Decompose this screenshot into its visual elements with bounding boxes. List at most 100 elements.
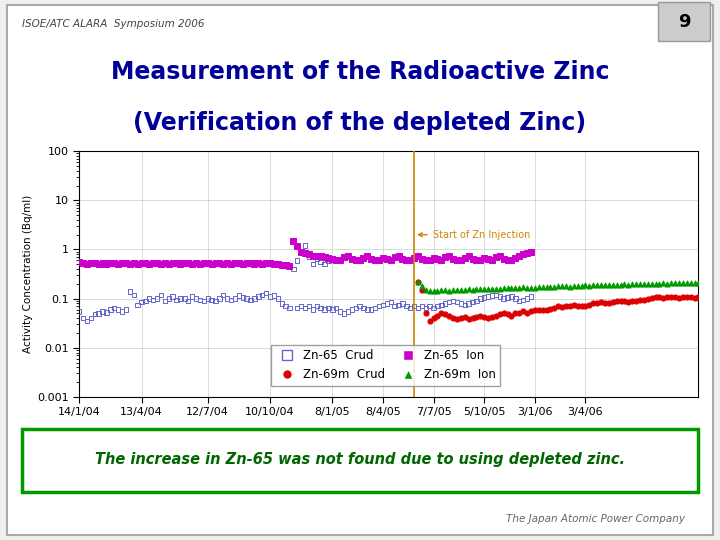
Point [459, 285, 470, 294]
Point [93, 260, 104, 268]
Text: The Japan Atomic Power Company: The Japan Atomic Power Company [506, 515, 685, 524]
Point [156, 291, 167, 299]
Point [479, 253, 490, 262]
Point [225, 260, 237, 268]
Point [85, 314, 96, 322]
Point [599, 299, 611, 308]
Point [295, 247, 307, 256]
Point [300, 248, 311, 257]
Point [222, 259, 233, 268]
Point [128, 259, 140, 268]
Point [124, 287, 135, 296]
Point [479, 313, 490, 321]
Point [276, 299, 287, 308]
Point [280, 302, 292, 310]
Point [408, 302, 420, 310]
Point [564, 282, 576, 291]
Point [148, 259, 159, 267]
Point [248, 260, 260, 268]
Point [447, 286, 459, 294]
Point [432, 286, 444, 295]
Point [385, 255, 397, 264]
Point [455, 314, 467, 322]
Point [626, 280, 638, 289]
Point [634, 296, 646, 305]
Point [685, 293, 696, 301]
Point [77, 259, 89, 268]
Point [366, 305, 377, 314]
Point [354, 302, 365, 310]
Point [486, 291, 498, 300]
Point [436, 286, 447, 294]
Point [175, 260, 186, 268]
Point [615, 280, 626, 289]
Point [346, 305, 358, 314]
Point [377, 253, 389, 262]
Point [268, 260, 279, 268]
Point [116, 259, 127, 267]
Point [549, 303, 560, 312]
Point [611, 281, 622, 289]
Point [447, 254, 459, 263]
Point [474, 312, 486, 320]
Point [525, 284, 536, 292]
Point [603, 299, 615, 307]
Point [424, 316, 436, 325]
Point [564, 301, 576, 310]
Point [681, 279, 693, 288]
Point [607, 281, 618, 289]
Point [544, 305, 556, 313]
Point [327, 254, 338, 263]
Point [342, 307, 354, 316]
Text: ISOE/ATC ALARA  Symposium 2006: ISOE/ATC ALARA Symposium 2006 [22, 19, 204, 29]
Point [673, 293, 685, 302]
Point [136, 259, 148, 267]
Point [303, 253, 315, 261]
Point [156, 260, 167, 268]
Point [428, 303, 439, 312]
Point [615, 296, 626, 305]
Point [194, 295, 206, 304]
Point [151, 294, 163, 303]
Point [96, 259, 108, 268]
Point [529, 306, 541, 315]
Point [389, 302, 400, 310]
Point [210, 296, 221, 305]
Point [307, 260, 319, 268]
Point [603, 281, 615, 290]
Point [256, 260, 268, 268]
Point [73, 307, 85, 316]
Point [217, 291, 229, 299]
Point [467, 285, 478, 294]
Point [444, 312, 455, 320]
Point [323, 253, 334, 262]
Point [510, 294, 521, 303]
Point [109, 259, 120, 268]
Point [537, 283, 549, 292]
Point [549, 282, 560, 291]
Point [662, 293, 673, 301]
Point [120, 305, 132, 314]
Point [217, 260, 229, 268]
Point [498, 294, 510, 303]
Text: Start of Zn Injection: Start of Zn Injection [418, 230, 530, 240]
Point [560, 302, 572, 310]
Point [557, 302, 568, 311]
Point [334, 256, 346, 265]
FancyBboxPatch shape [22, 429, 698, 492]
Point [179, 294, 190, 303]
Point [498, 309, 510, 318]
Point [268, 291, 279, 300]
Point [202, 294, 213, 303]
Point [525, 247, 536, 256]
Point [112, 260, 124, 268]
Point [513, 296, 525, 305]
Point [334, 307, 346, 316]
Point [159, 259, 171, 268]
Point [116, 307, 127, 316]
Point [630, 296, 642, 305]
Point [439, 286, 451, 295]
Point [198, 259, 210, 267]
Point [657, 293, 669, 302]
Point [611, 297, 622, 306]
